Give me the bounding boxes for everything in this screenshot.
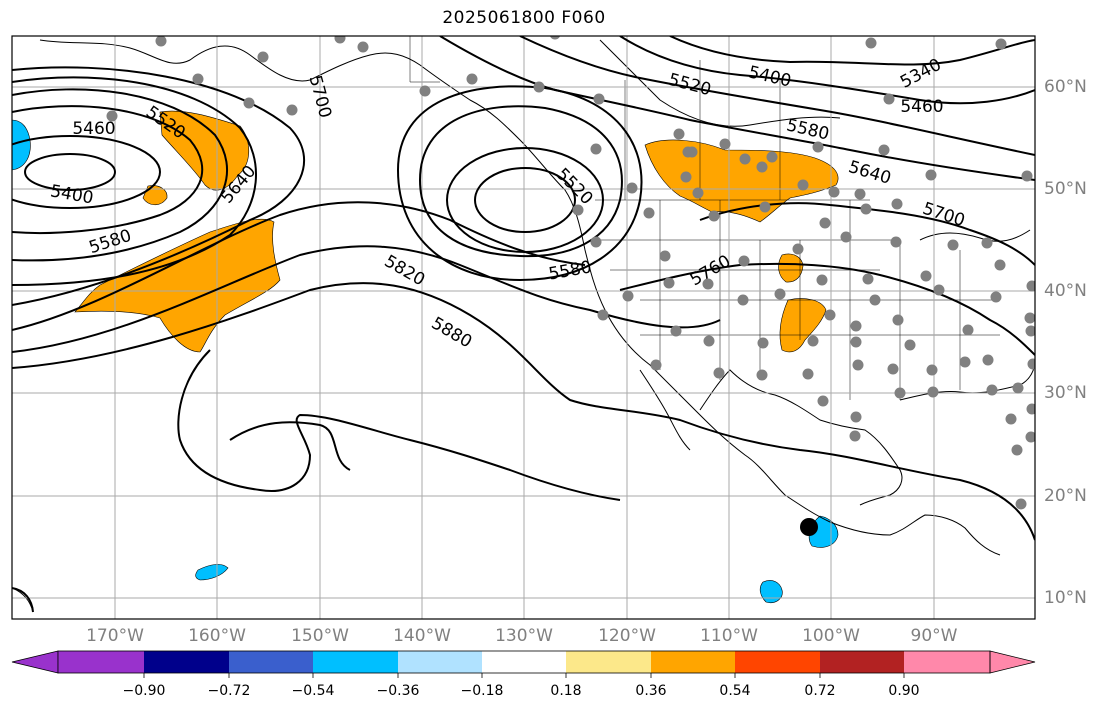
colorbar-tick-label: −0.36 (376, 683, 420, 699)
lon-label-160w: 160°W (188, 626, 246, 646)
colorbar-tick-label: −0.18 (460, 683, 504, 699)
positive-anomaly-fills (74, 110, 839, 353)
lat-label-50n: 50°N (1044, 179, 1087, 199)
lon-label-170w: 170°W (86, 626, 144, 646)
lon-label-120w: 120°W (598, 626, 656, 646)
colorbar-segment (904, 651, 990, 673)
lat-label-40n: 40°N (1044, 281, 1087, 301)
lon-label-90w: 90°W (910, 626, 958, 646)
colorbar-tick-label: −0.72 (207, 683, 251, 699)
colorbar-segment (229, 651, 313, 673)
height-contours (12, 36, 1035, 613)
map-frame (11, 35, 1036, 620)
contour-label: 5460 (900, 97, 943, 117)
colorbar (11, 650, 1036, 678)
colorbar-segment (144, 651, 229, 673)
station-markers (106, 36, 1035, 510)
colorbar-segment (735, 651, 820, 673)
colorbar-min-extend (11, 650, 59, 674)
coastlines (12, 39, 1035, 613)
colorbar-tick-label: 0.72 (804, 683, 836, 699)
colorbar-segment (398, 651, 482, 673)
highlight-marker-dot (800, 518, 818, 536)
map-title: 2025061800 F060 (442, 8, 606, 28)
colorbar-tick-label: −0.90 (122, 683, 166, 699)
lat-label-30n: 30°N (1044, 383, 1087, 403)
colorbar-segment (482, 651, 566, 673)
colorbar-ticks (143, 673, 905, 678)
colorbar-tick-label: 0.54 (719, 683, 751, 699)
colorbar-segment (820, 651, 904, 673)
lon-label-100w: 100°W (802, 626, 860, 646)
colorbar-segment (566, 651, 651, 673)
colorbar-tick-label: −0.54 (291, 683, 335, 699)
lat-label-10n: 10°N (1044, 588, 1087, 608)
colorbar-frame (57, 650, 991, 674)
colorbar-tick-label: 0.18 (550, 683, 582, 699)
lon-label-150w: 150°W (291, 626, 349, 646)
lon-label-130w: 130°W (495, 626, 553, 646)
lat-label-20n: 20°N (1044, 486, 1087, 506)
colorbar-max-extend (989, 650, 1036, 674)
colorbar-tick-label: 0.36 (635, 683, 667, 699)
lon-label-110w: 110°W (700, 626, 758, 646)
lat-label-60n: 60°N (1044, 77, 1087, 97)
colorbar-segment (313, 651, 398, 673)
colorbar-segment (651, 651, 735, 673)
lon-label-140w: 140°W (393, 626, 451, 646)
lat-lon-grid (12, 36, 1035, 619)
colorbar-segment (58, 651, 144, 673)
colorbar-tick-label: 0.90 (888, 683, 920, 699)
contour-label: 5460 (72, 119, 115, 139)
